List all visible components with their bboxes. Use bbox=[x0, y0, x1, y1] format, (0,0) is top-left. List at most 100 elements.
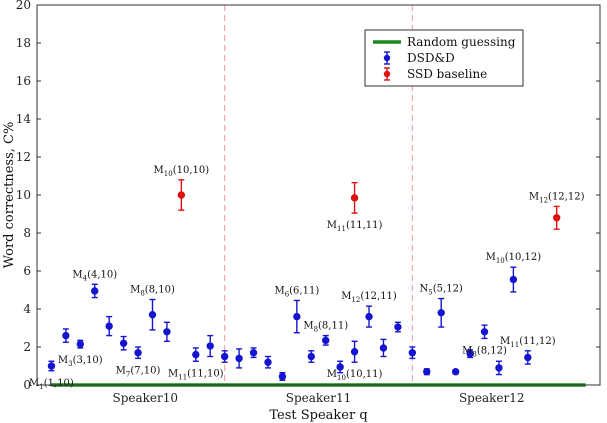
dsdd-marker bbox=[47, 362, 56, 370]
legend-label: SSD baseline bbox=[407, 67, 487, 81]
annotation-12: M12(12,11) bbox=[341, 291, 397, 304]
dsdd-marker bbox=[423, 368, 431, 376]
dsdd-point-11 bbox=[206, 334, 214, 358]
legend-swatch-marker bbox=[383, 70, 391, 78]
dsdd-point-9 bbox=[163, 321, 171, 342]
dsdd-point-4 bbox=[91, 283, 99, 299]
dsdd-point-26 bbox=[423, 368, 431, 376]
dsdd-point-2 bbox=[62, 328, 70, 343]
dsdd-marker bbox=[278, 372, 287, 381]
y-tick-label-14: 14 bbox=[16, 112, 32, 126]
dsdd-point-33 bbox=[524, 350, 532, 365]
dsdd-marker bbox=[293, 312, 301, 321]
dsdd-point-8 bbox=[148, 298, 157, 331]
x-group-label-3: Speaker12 bbox=[459, 391, 525, 405]
ssd-marker bbox=[177, 191, 186, 199]
legend-label: Random guessing bbox=[407, 35, 516, 49]
dsdd-point-23 bbox=[379, 338, 388, 358]
dsdd-point-15 bbox=[264, 355, 272, 369]
dsdd-point-31 bbox=[495, 360, 503, 376]
legend-item-3: SSD baseline bbox=[383, 67, 487, 81]
ssd-point-3 bbox=[552, 205, 561, 230]
dsdd-marker bbox=[466, 349, 474, 358]
y-tick-label-12: 12 bbox=[16, 150, 31, 164]
dsdd-point-5 bbox=[105, 315, 113, 337]
dsdd-marker bbox=[235, 354, 243, 363]
dsdd-marker bbox=[192, 350, 200, 359]
y-axis-label: Word correctness, C% bbox=[2, 122, 17, 269]
y-tick-label-4: 4 bbox=[23, 302, 31, 316]
dsdd-point-16 bbox=[278, 371, 287, 381]
annotation-11: M11(11,11) bbox=[327, 220, 383, 233]
y-tick-label-0: 0 bbox=[23, 378, 31, 392]
annotation-2: M3(3,10) bbox=[58, 355, 103, 368]
dsdd-marker bbox=[322, 336, 330, 345]
annotation-7: M11(11,10) bbox=[168, 368, 224, 381]
dsdd-point-28 bbox=[451, 368, 460, 376]
annotation-5: M8(8,10) bbox=[130, 285, 175, 298]
dsdd-point-6 bbox=[119, 335, 128, 351]
dsdd-point-30 bbox=[480, 324, 489, 340]
legend-box bbox=[364, 29, 524, 87]
annotation-14: M8(8,12) bbox=[462, 345, 507, 358]
dsdd-marker bbox=[379, 344, 388, 352]
dsdd-marker bbox=[394, 323, 402, 331]
dsdd-point-25 bbox=[408, 346, 417, 360]
dsdd-marker bbox=[206, 342, 214, 350]
ssd-marker bbox=[552, 214, 561, 222]
dsdd-marker bbox=[62, 331, 70, 340]
legend-item-2: DSD&D bbox=[383, 51, 455, 65]
dsdd-marker bbox=[408, 349, 417, 357]
dsdd-point-24 bbox=[394, 321, 402, 333]
dsdd-marker bbox=[119, 339, 128, 347]
annotation-10: M10(10,11) bbox=[327, 369, 383, 382]
dsdd-point-18 bbox=[307, 350, 315, 363]
dsdd-point-19 bbox=[322, 334, 330, 346]
annotation-8: M6(6,11) bbox=[274, 285, 319, 298]
legend-swatch-marker bbox=[383, 54, 391, 62]
dsdd-marker bbox=[307, 352, 315, 361]
x-axis-group-labels: Speaker10 Speaker11 Speaker12 bbox=[112, 391, 524, 405]
annotation-9: M8(8,11) bbox=[303, 321, 348, 334]
x-group-label-1: Speaker10 bbox=[112, 391, 178, 405]
y-tick-label-8: 8 bbox=[23, 226, 31, 240]
dsdd-point-21 bbox=[350, 340, 359, 363]
dsdd-marker bbox=[365, 312, 373, 321]
y-tick-label-10: 10 bbox=[16, 188, 31, 202]
dsdd-point-3 bbox=[76, 339, 85, 349]
dsdd-point-7 bbox=[134, 346, 142, 360]
dsdd-marker bbox=[220, 352, 229, 361]
annotation-1: M1(1,10) bbox=[29, 378, 74, 391]
dsdd-marker bbox=[148, 311, 157, 319]
annotation-13: N5(5,12) bbox=[420, 284, 463, 297]
dsdd-marker bbox=[105, 322, 113, 330]
legend-label: DSD&D bbox=[407, 51, 455, 65]
dsdd-marker bbox=[509, 275, 518, 284]
y-axis-ticks: 0 2 4 6 8 10 12 14 16 18 20 bbox=[16, 0, 600, 392]
dsdd-marker bbox=[495, 364, 503, 372]
dsdd-point-29 bbox=[466, 349, 474, 359]
y-tick-label-18: 18 bbox=[16, 36, 31, 50]
point-annotations: M1(1,10) M3(3,10) M4(4,10) M7(7,10) M8(8,10)… bbox=[29, 165, 585, 391]
dsdd-point-17 bbox=[293, 299, 301, 334]
ssd-point-1 bbox=[177, 179, 186, 211]
annotation-3: M4(4,10) bbox=[72, 269, 117, 282]
y-tick-label-20: 20 bbox=[16, 0, 31, 12]
x-group-label-2: Speaker11 bbox=[286, 391, 352, 405]
y-tick-label-16: 16 bbox=[16, 74, 31, 88]
y-tick-label-6: 6 bbox=[23, 264, 31, 278]
dsdd-marker bbox=[437, 309, 445, 317]
data-marks bbox=[47, 179, 561, 381]
dsdd-marker bbox=[249, 349, 258, 357]
dsdd-marker bbox=[76, 340, 85, 348]
ssd-point-2 bbox=[350, 181, 359, 214]
legend: Random guessing DSD&D SSD baseline bbox=[364, 29, 524, 87]
dsdd-marker bbox=[134, 349, 142, 357]
dsdd-point-27 bbox=[437, 297, 445, 328]
y-tick-label-2: 2 bbox=[23, 340, 31, 354]
annotation-16: M11(11,12) bbox=[500, 336, 556, 349]
dsdd-point-14 bbox=[249, 347, 258, 359]
annotation-15: M10(10,12) bbox=[486, 252, 542, 265]
dsdd-point-22 bbox=[365, 305, 373, 328]
